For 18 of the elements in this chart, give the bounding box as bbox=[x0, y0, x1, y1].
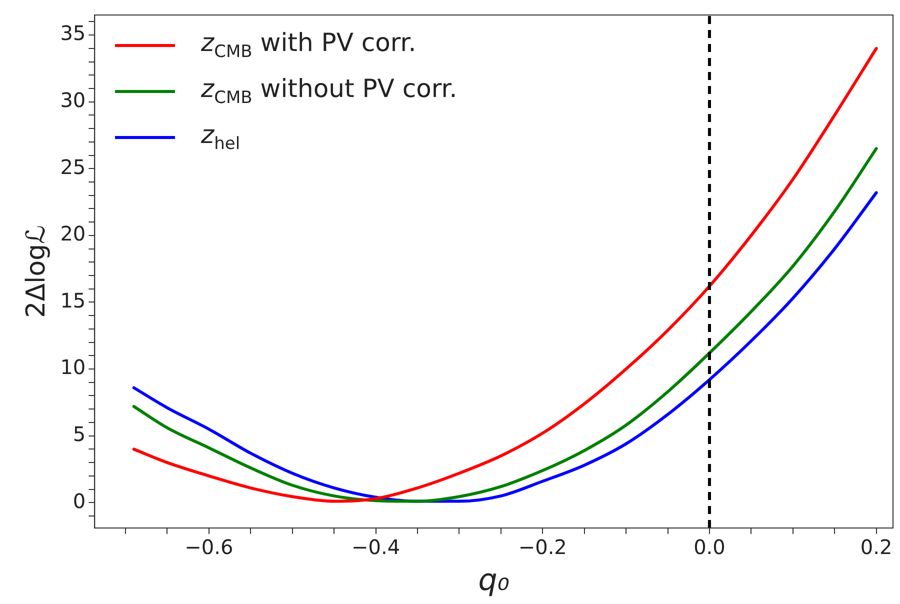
y-tick-label: 20 bbox=[60, 222, 86, 246]
y-tick-label: 15 bbox=[60, 288, 86, 312]
legend-label: z$_{CMB}$ without PV corr. bbox=[201, 74, 458, 108]
x-axis-title: q₀ bbox=[478, 562, 510, 598]
y-axis-title: 2Δlogℒ bbox=[21, 225, 52, 318]
y-tick-label: 10 bbox=[60, 355, 86, 380]
y-tick-label: 0 bbox=[72, 488, 86, 513]
y-tick-label: 35 bbox=[60, 21, 86, 46]
x-tick-label: −0.4 bbox=[351, 535, 400, 560]
legend-label: z$_{CMB}$ with PV corr. bbox=[201, 28, 416, 62]
x-tick-label: −0.6 bbox=[184, 535, 234, 560]
x-tick-label: −0.2 bbox=[518, 535, 567, 560]
x-tick-label: 0.2 bbox=[860, 535, 892, 560]
y-tick-label: 30 bbox=[60, 88, 86, 112]
x-tick-label: 0.0 bbox=[694, 535, 726, 560]
legend-label: z$_{hel}$ bbox=[201, 120, 240, 154]
y-tick-label: 25 bbox=[60, 154, 86, 179]
y-tick-label: 5 bbox=[72, 422, 86, 446]
